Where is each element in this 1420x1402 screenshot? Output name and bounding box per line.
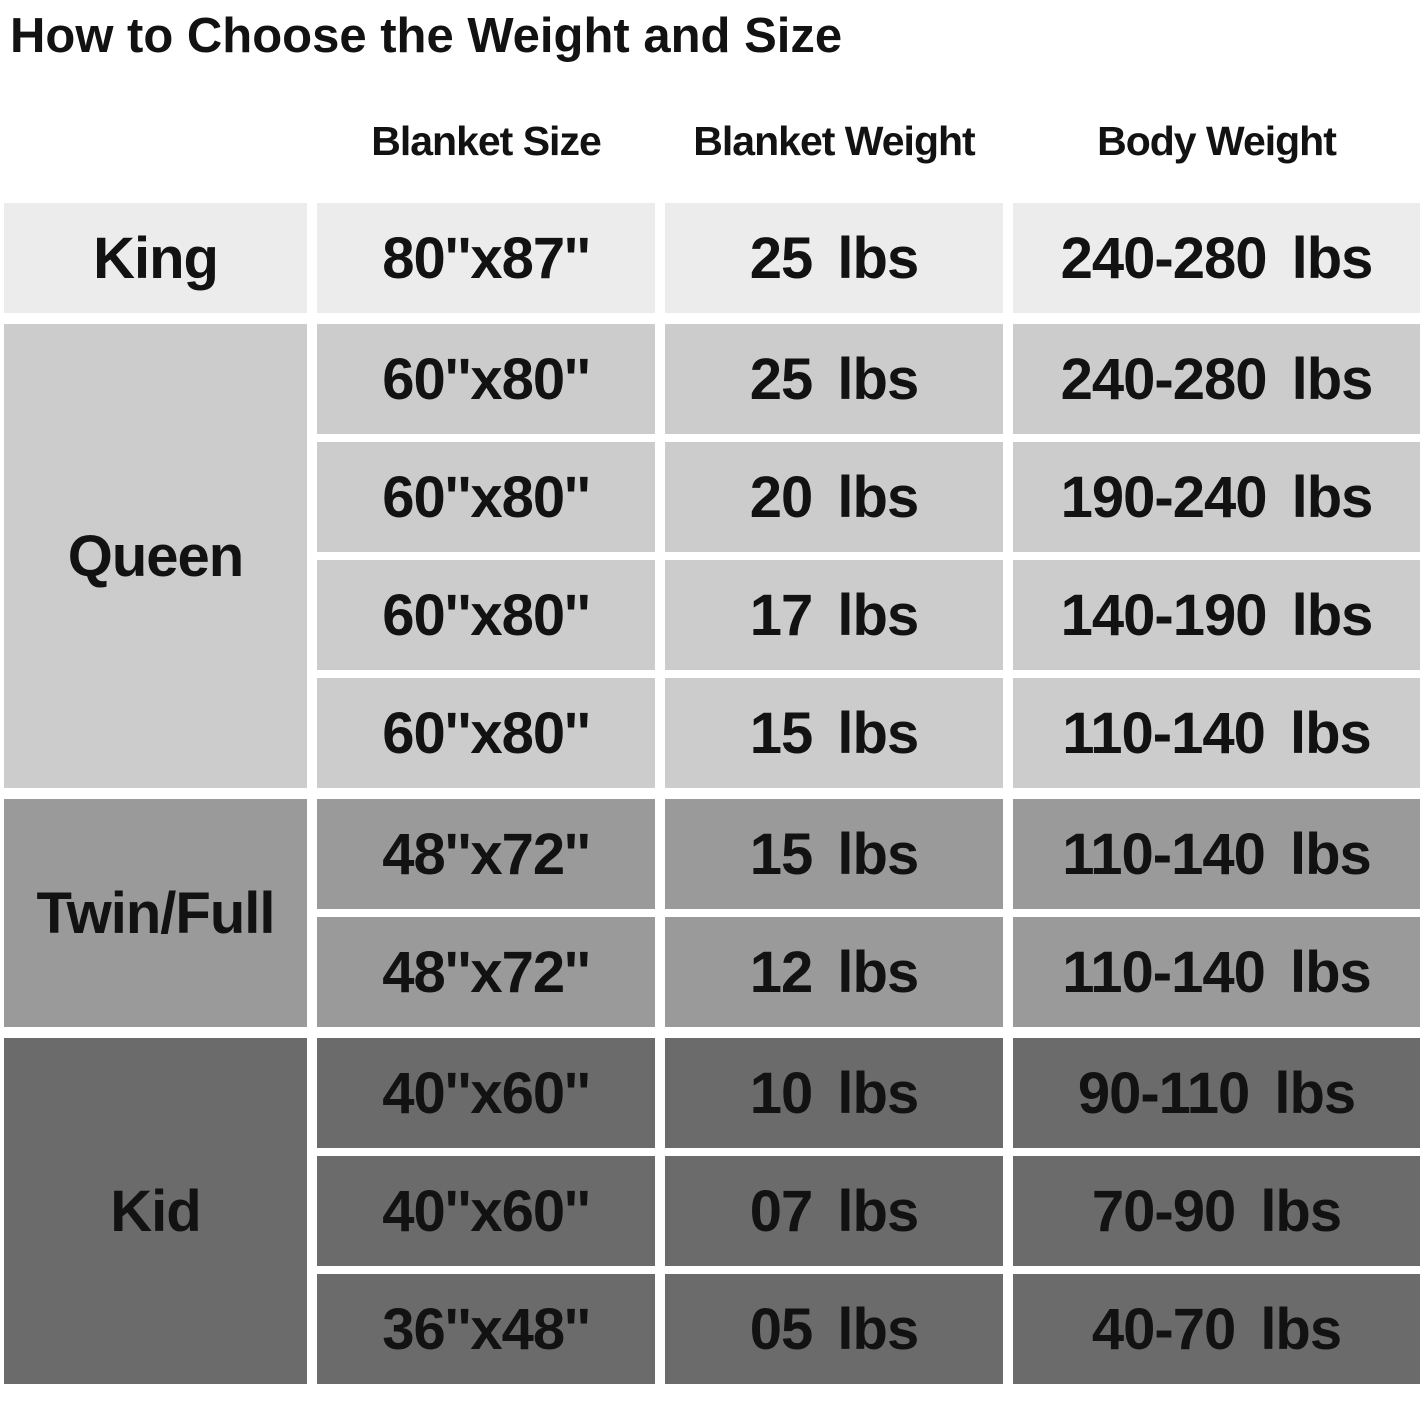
cell-blanket-size: 36''x48'' xyxy=(317,1274,655,1385)
cell-body-weight: 90-110 lbs xyxy=(1013,1038,1420,1149)
page-title: How to Choose the Weight and Size xyxy=(10,9,843,63)
group-label-king: King xyxy=(4,203,307,314)
column-header-body-weight: Body Weight xyxy=(1097,118,1337,165)
cell-blanket-weight: 15 lbs xyxy=(665,799,1003,910)
cell-blanket-size: 60''x80'' xyxy=(317,560,655,671)
cell-body-weight: 240-280 lbs xyxy=(1013,324,1420,435)
cell-blanket-weight: 05 lbs xyxy=(665,1274,1003,1385)
cell-body-weight: 40-70 lbs xyxy=(1013,1274,1420,1385)
cell-body-weight: 110-140 lbs xyxy=(1013,917,1420,1028)
cell-blanket-size: 48''x72'' xyxy=(317,799,655,910)
cell-blanket-weight: 07 lbs xyxy=(665,1156,1003,1267)
group-twin-full: Twin/Full 48''x72'' 15 lbs 110-140 lbs 4… xyxy=(4,799,1420,1028)
group-king: King 80''x87'' 25 lbs 240-280 lbs xyxy=(4,203,1420,314)
cell-blanket-size: 48''x72'' xyxy=(317,917,655,1028)
group-label-queen: Queen xyxy=(4,324,307,789)
cell-blanket-weight: 25 lbs xyxy=(665,324,1003,435)
cell-blanket-size: 60''x80'' xyxy=(317,324,655,435)
cell-body-weight: 190-240 lbs xyxy=(1013,442,1420,553)
column-header-blanket-size: Blanket Size xyxy=(371,118,602,165)
cell-blanket-weight: 15 lbs xyxy=(665,678,1003,789)
cell-blanket-size: 60''x80'' xyxy=(317,678,655,789)
cell-body-weight: 240-280 lbs xyxy=(1013,203,1420,314)
cell-body-weight: 140-190 lbs xyxy=(1013,560,1420,671)
cell-blanket-weight: 12 lbs xyxy=(665,917,1003,1028)
cell-blanket-size: 80''x87'' xyxy=(317,203,655,314)
cell-body-weight: 110-140 lbs xyxy=(1013,678,1420,789)
column-header-row: Blanket Size Blanket Weight Body Weight xyxy=(4,118,1420,165)
cell-blanket-weight: 20 lbs xyxy=(665,442,1003,553)
cell-blanket-weight: 10 lbs xyxy=(665,1038,1003,1149)
cell-body-weight: 110-140 lbs xyxy=(1013,799,1420,910)
group-queen: Queen 60''x80'' 25 lbs 240-280 lbs 60''x… xyxy=(4,324,1420,789)
cell-blanket-weight: 25 lbs xyxy=(665,203,1003,314)
cell-blanket-size: 40''x60'' xyxy=(317,1156,655,1267)
cell-blanket-size: 60''x80'' xyxy=(317,442,655,553)
group-label-kid: Kid xyxy=(4,1038,307,1385)
cell-blanket-weight: 17 lbs xyxy=(665,560,1003,671)
cell-blanket-size: 40''x60'' xyxy=(317,1038,655,1149)
group-kid: Kid 40''x60'' 10 lbs 90-110 lbs 40''x60'… xyxy=(4,1038,1420,1385)
size-weight-chart: Blanket Size Blanket Weight Body Weight … xyxy=(0,118,1420,1385)
group-label-twin-full: Twin/Full xyxy=(4,799,307,1028)
column-header-blanket-weight: Blanket Weight xyxy=(693,118,975,165)
page: { "page": { "title": "How to Choose the … xyxy=(0,8,1420,1402)
table-body: King 80''x87'' 25 lbs 240-280 lbs Queen … xyxy=(4,203,1420,1385)
cell-body-weight: 70-90 lbs xyxy=(1013,1156,1420,1267)
